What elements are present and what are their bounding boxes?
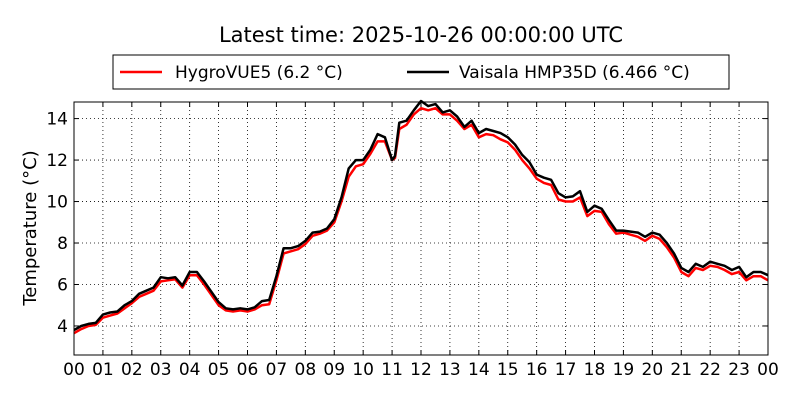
x-tick-label: 12 bbox=[410, 360, 432, 380]
x-tick-label: 16 bbox=[526, 360, 548, 380]
x-tick-label: 13 bbox=[439, 360, 461, 380]
series-lines bbox=[73, 99, 769, 335]
x-tick-label: 06 bbox=[237, 360, 259, 380]
y-tick-label: 12 bbox=[46, 151, 68, 171]
x-tick-label: 19 bbox=[613, 360, 635, 380]
series-line-vaisala bbox=[73, 99, 769, 332]
x-tick-label: 04 bbox=[179, 360, 201, 380]
x-tick-label: 17 bbox=[555, 360, 577, 380]
x-tick-label: 02 bbox=[121, 360, 143, 380]
legend-label-vaisala: Vaisala HMP35D (6.466 °C) bbox=[459, 63, 690, 83]
y-axis-label: Temperature (°C) bbox=[20, 150, 41, 306]
x-tick-label: 23 bbox=[728, 360, 750, 380]
x-tick-label: 03 bbox=[150, 360, 172, 380]
x-tick-label: 00 bbox=[757, 360, 779, 380]
x-tick-label: 09 bbox=[323, 360, 345, 380]
y-tick-label: 14 bbox=[46, 110, 68, 130]
y-tick-label: 10 bbox=[46, 193, 68, 213]
y-tick-label: 4 bbox=[57, 317, 68, 337]
x-tick-label: 14 bbox=[468, 360, 490, 380]
x-tick-label: 18 bbox=[584, 360, 606, 380]
x-tick-label: 08 bbox=[295, 360, 317, 380]
x-tick-label: 07 bbox=[266, 360, 288, 380]
y-tick-label: 8 bbox=[57, 234, 68, 254]
x-tick-label: 11 bbox=[381, 360, 403, 380]
gridlines bbox=[73, 102, 769, 355]
x-tick-label: 21 bbox=[670, 360, 692, 380]
x-tick-label: 10 bbox=[352, 360, 374, 380]
x-tick-label: 00 bbox=[63, 360, 85, 380]
x-tick-label: 20 bbox=[642, 360, 664, 380]
legend-label-hygrovue5: HygroVUE5 (6.2 °C) bbox=[175, 63, 343, 83]
y-tick-label: 6 bbox=[57, 275, 68, 295]
x-tick-label: 22 bbox=[699, 360, 721, 380]
x-tick-label: 05 bbox=[208, 360, 230, 380]
chart-title: Latest time: 2025-10-26 00:00:00 UTC bbox=[219, 23, 623, 47]
legend: HygroVUE5 (6.2 °C) Vaisala HMP35D (6.466… bbox=[112, 54, 730, 90]
x-tick-label: 01 bbox=[92, 360, 114, 380]
series-line-hygrovue5 bbox=[73, 106, 769, 335]
x-tick-label: 15 bbox=[497, 360, 519, 380]
axis-ticks: 00 01 02 03 04 05 06 07 08 09 10 11 12 13 14 15 16 17 18 19… bbox=[46, 102, 779, 380]
plot-frame bbox=[73, 101, 769, 356]
